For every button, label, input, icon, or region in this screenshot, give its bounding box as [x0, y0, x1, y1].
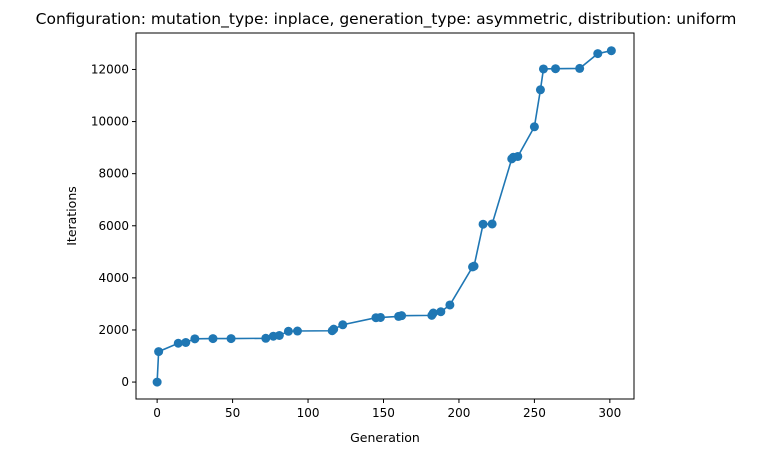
- data-point: [173, 338, 183, 348]
- y-axis-label: Iterations: [64, 186, 79, 246]
- chart-title: Configuration: mutation_type: inplace, g…: [36, 10, 737, 29]
- data-point: [436, 307, 446, 317]
- data-point: [551, 64, 561, 74]
- data-point: [375, 312, 385, 322]
- y-axis-ticks: 0 2000 4000 6000 8000 10000 12000: [91, 62, 136, 389]
- data-point: [338, 320, 348, 330]
- x-axis-label: Generation: [350, 430, 420, 445]
- x-tick-label: 0: [153, 406, 161, 420]
- data-point: [575, 63, 585, 73]
- x-tick-label: 300: [598, 406, 621, 420]
- data-point: [487, 219, 497, 229]
- x-tick-label: 150: [372, 406, 395, 420]
- y-tick-label: 12000: [91, 62, 129, 76]
- data-point: [535, 85, 545, 95]
- data-point: [397, 311, 407, 321]
- data-point: [513, 151, 523, 161]
- data-point: [292, 326, 302, 336]
- data-point: [152, 377, 162, 387]
- data-point: [529, 122, 539, 132]
- x-tick-label: 250: [523, 406, 546, 420]
- x-tick-label: 50: [225, 406, 240, 420]
- plot-frame: [135, 32, 635, 400]
- data-point: [181, 337, 191, 347]
- data-point: [154, 347, 164, 357]
- y-tick-label: 10000: [91, 115, 129, 129]
- x-axis-ticks: 0 50 100 150 200 250 300: [153, 399, 621, 420]
- data-point: [329, 324, 339, 334]
- x-tick-label: 100: [297, 406, 320, 420]
- data-point: [428, 308, 438, 318]
- data-point: [190, 334, 200, 344]
- data-point: [478, 219, 488, 229]
- data-point: [445, 300, 455, 310]
- y-tick-label: 2000: [98, 323, 129, 337]
- data-point: [283, 326, 293, 336]
- x-tick-label: 200: [447, 406, 470, 420]
- data-point: [226, 334, 236, 344]
- y-tick-label: 4000: [98, 271, 129, 285]
- data-point: [261, 333, 271, 343]
- series-layer: [152, 46, 616, 387]
- series-line: [156, 49, 612, 383]
- y-tick-label: 6000: [98, 219, 129, 233]
- data-point: [274, 330, 284, 340]
- y-tick-label: 8000: [98, 167, 129, 181]
- data-point: [606, 46, 616, 56]
- y-tick-label: 0: [121, 375, 129, 389]
- data-point: [208, 334, 218, 344]
- data-point: [538, 64, 548, 74]
- data-point: [593, 49, 603, 59]
- data-point: [469, 261, 479, 271]
